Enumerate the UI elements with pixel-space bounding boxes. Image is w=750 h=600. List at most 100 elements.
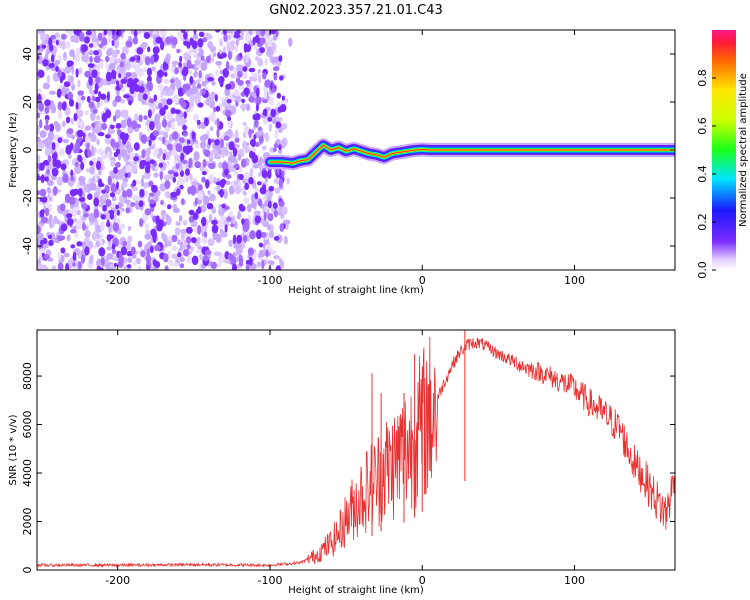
noise-speckle [83, 213, 89, 218]
noise-speckle [207, 138, 212, 146]
noise-speckle [96, 138, 100, 146]
snr-line [37, 336, 675, 568]
noise-speckle [183, 52, 190, 60]
noise-speckle [238, 248, 243, 254]
noise-speckle [249, 230, 256, 240]
noise-speckle [120, 168, 124, 175]
noise-speckle [255, 95, 262, 106]
noise-speckle [119, 83, 124, 89]
noise-speckle [183, 40, 190, 46]
noise-speckle [198, 31, 205, 37]
noise-speckle [101, 123, 108, 130]
noise-speckle-layer [37, 30, 293, 270]
noise-speckle [174, 154, 182, 161]
noise-speckle [149, 199, 155, 205]
noise-speckle [100, 214, 106, 220]
noise-speckle [238, 258, 244, 263]
noise-speckle [124, 133, 129, 141]
noise-speckle [37, 112, 41, 119]
noise-speckle [121, 46, 129, 55]
noise-speckle [125, 40, 133, 48]
noise-speckle [215, 105, 221, 112]
noise-speckle [137, 265, 142, 270]
noise-speckle [127, 257, 133, 263]
noise-speckle [93, 208, 100, 219]
noise-speckle [205, 96, 213, 107]
noise-speckle [75, 101, 79, 110]
noise-speckle [105, 199, 112, 207]
noise-speckle [106, 49, 113, 57]
snr-x-tick-label: -100 [257, 574, 282, 587]
noise-speckle [71, 266, 78, 270]
noise-speckle [86, 168, 90, 173]
noise-speckle [202, 159, 207, 168]
noise-speckle [78, 197, 86, 202]
noise-speckle [167, 170, 175, 175]
noise-speckle [130, 246, 136, 255]
noise-speckle [158, 162, 164, 168]
noise-speckle [144, 208, 152, 216]
noise-speckle [149, 120, 155, 131]
noise-speckle [137, 240, 143, 248]
noise-speckle [143, 32, 151, 39]
noise-speckle [96, 101, 101, 107]
noise-speckle [164, 180, 171, 189]
noise-speckle [216, 219, 224, 229]
noise-speckle [237, 70, 243, 78]
noise-speckle [65, 263, 70, 270]
noise-speckle [197, 236, 201, 245]
noise-speckle [249, 168, 254, 178]
noise-speckle [126, 264, 132, 269]
noise-speckle [134, 113, 139, 123]
noise-speckle [233, 88, 240, 97]
noise-speckle [114, 142, 120, 149]
noise-speckle [68, 258, 74, 269]
noise-speckle [204, 117, 209, 127]
noise-speckle [114, 109, 121, 119]
noise-speckle [57, 262, 64, 270]
noise-speckle [279, 104, 287, 113]
noise-speckle [86, 95, 91, 103]
spectrogram-x-tick-label: 0 [419, 274, 426, 287]
noise-speckle [255, 229, 262, 240]
noise-speckle [68, 196, 76, 205]
noise-speckle [189, 75, 194, 85]
noise-speckle [268, 185, 275, 192]
noise-speckle [238, 173, 244, 181]
noise-speckle [77, 79, 81, 88]
noise-speckle [165, 36, 172, 44]
noise-speckle [179, 256, 185, 263]
noise-speckle [46, 169, 50, 175]
noise-speckle [189, 94, 195, 105]
noise-speckle [91, 131, 95, 137]
noise-speckle [37, 163, 40, 168]
noise-speckle [267, 200, 272, 209]
noise-speckle [261, 220, 270, 228]
noise-speckle [92, 244, 97, 249]
noise-speckle [162, 202, 167, 207]
noise-speckle [248, 128, 252, 139]
noise-speckle [239, 205, 246, 212]
noise-speckle [237, 210, 241, 220]
noise-speckle [183, 111, 187, 119]
noise-speckle [100, 257, 105, 266]
noise-speckle [210, 149, 218, 156]
noise-speckle [279, 75, 284, 81]
noise-speckle [271, 87, 276, 93]
noise-speckle [49, 123, 55, 132]
noise-speckle [97, 132, 105, 137]
noise-speckle [172, 207, 180, 213]
noise-speckle [47, 130, 55, 141]
noise-speckle [106, 246, 112, 251]
noise-speckle [171, 245, 178, 251]
noise-speckle [112, 115, 117, 122]
noise-speckle [211, 219, 218, 225]
noise-speckle [49, 63, 55, 68]
noise-speckle [72, 218, 78, 223]
colorbar-tick-label: 0.8 [696, 69, 709, 87]
noise-speckle [247, 247, 254, 256]
noise-speckle [141, 149, 146, 159]
noise-speckle [211, 81, 216, 86]
noise-speckle [166, 92, 172, 97]
noise-speckle [208, 162, 215, 170]
